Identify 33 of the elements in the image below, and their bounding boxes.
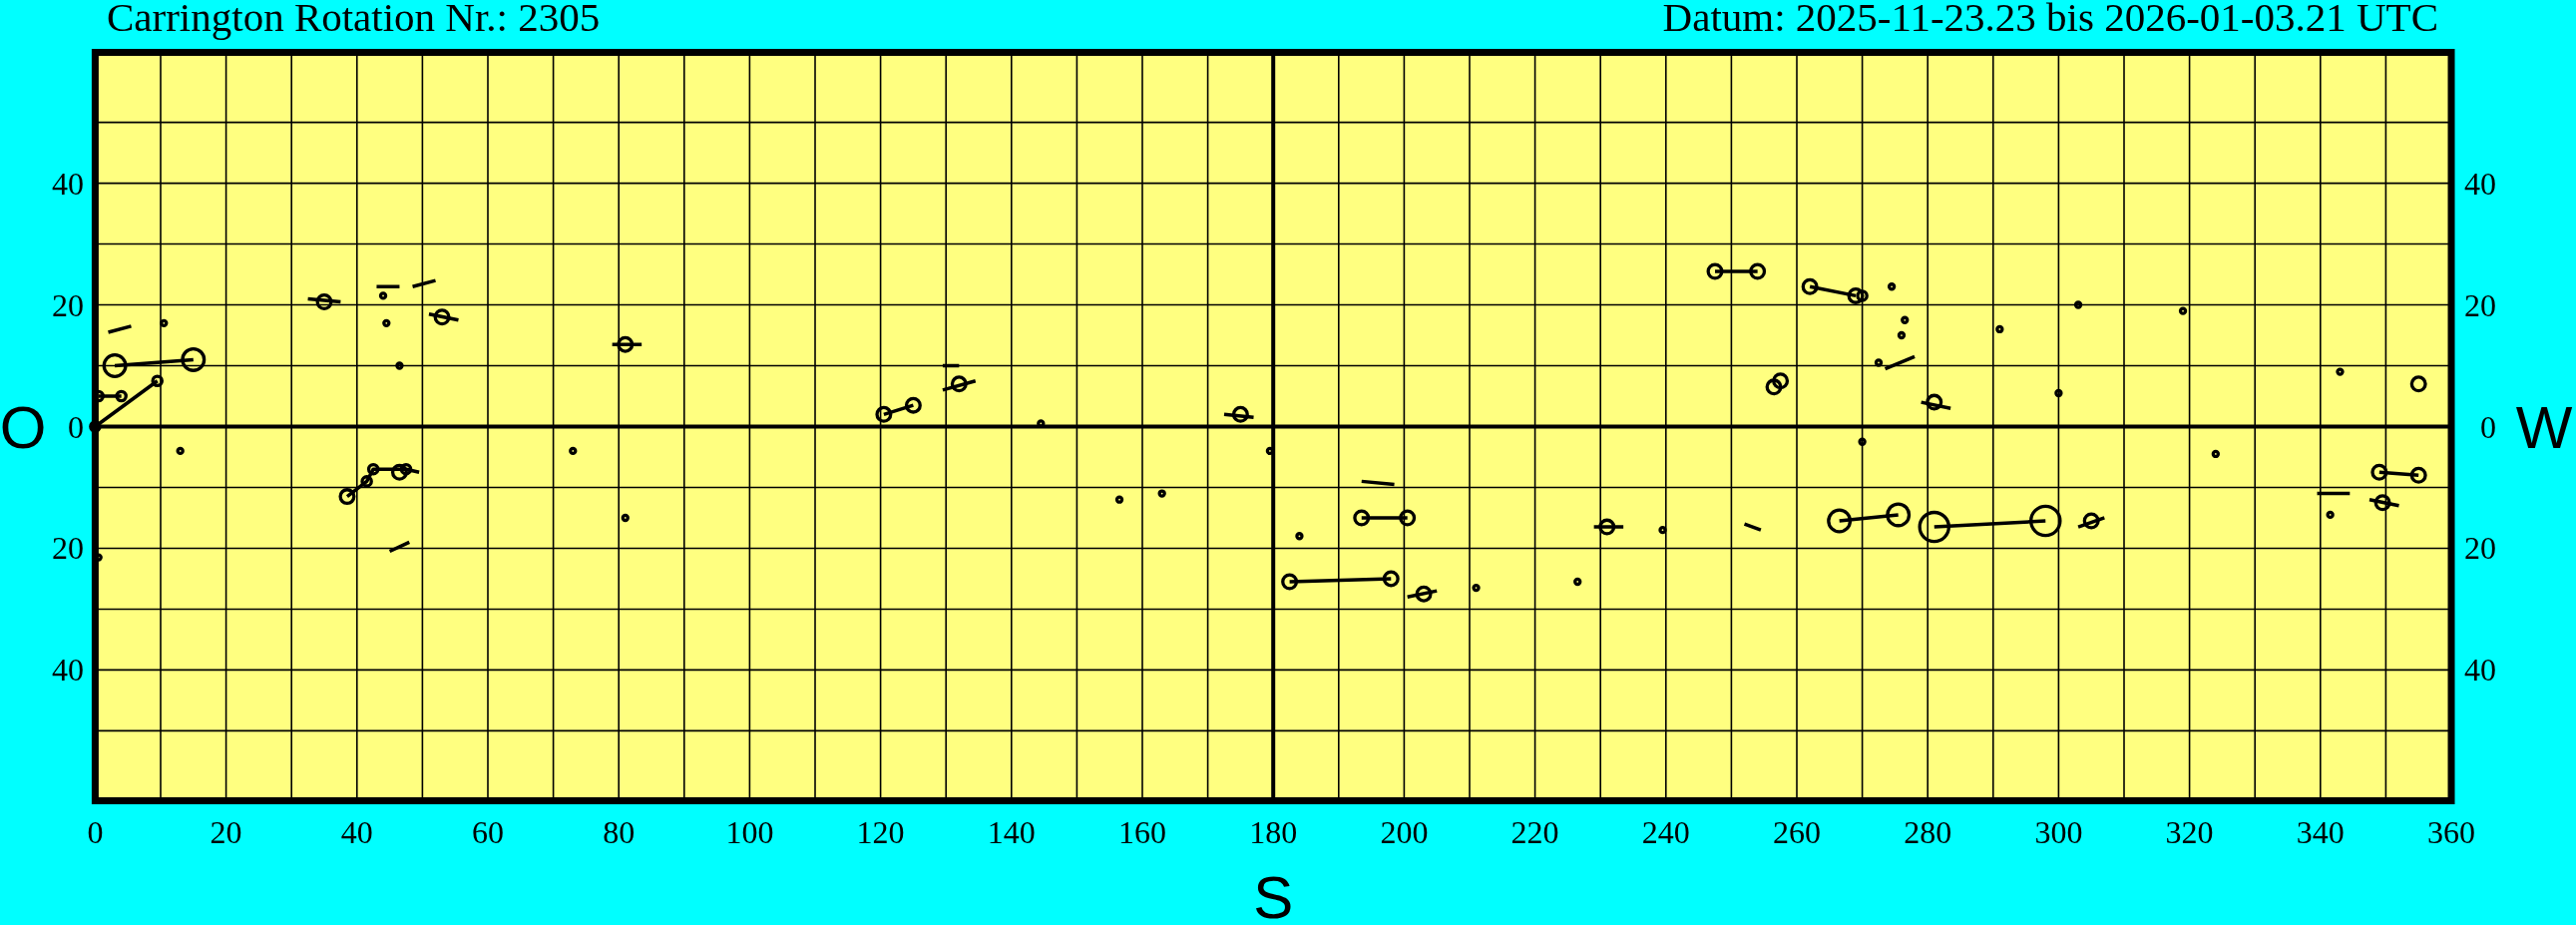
x-tick-label: 220	[1510, 814, 1559, 850]
x-tick-label: 80	[603, 814, 636, 850]
x-tick-label: 340	[2296, 814, 2345, 850]
y2-tick-label: 20	[2464, 530, 2496, 567]
x-tick-label: 180	[1249, 814, 1298, 850]
y2-tick-label: 0	[2480, 408, 2496, 445]
y-tick-label: 40	[52, 165, 84, 202]
y2-tick-label: 40	[2464, 652, 2496, 689]
x-tick-label: 20	[210, 814, 242, 850]
x-tick-label: 60	[472, 814, 504, 850]
x-tick-label: 240	[1641, 814, 1690, 850]
x-tick-label: 200	[1380, 814, 1429, 850]
x-tick-label: 120	[856, 814, 905, 850]
x-tick-label: 100	[725, 814, 774, 850]
y-tick-label: 20	[52, 530, 84, 567]
y-tick-label: 20	[52, 286, 84, 323]
x-tick-label: 140	[987, 814, 1036, 850]
y2-axis-title: W	[2515, 393, 2573, 461]
x-tick-label: 280	[1904, 814, 1952, 850]
y-axis-title: O	[0, 393, 47, 461]
x-tick-label: 360	[2427, 814, 2475, 850]
x-tick-label: 260	[1773, 814, 1821, 850]
x-tick-label: 320	[2165, 814, 2214, 850]
x-tick-label: 40	[340, 814, 373, 850]
y-tick-label: 0	[68, 408, 84, 445]
x-tick-label: 300	[2034, 814, 2083, 850]
chart-subtitle: Datum: 2025-11-23.23 bis 2026-01-03.21 UTC	[1662, 0, 2438, 40]
x-tick-label: 160	[1118, 814, 1166, 850]
y-tick-label: 40	[52, 652, 84, 689]
x-axis-title: S	[1253, 864, 1294, 925]
y2-tick-label: 40	[2464, 165, 2496, 202]
y2-tick-label: 20	[2464, 286, 2496, 323]
chart-title: Carrington Rotation Nr.: 2305	[107, 0, 601, 40]
